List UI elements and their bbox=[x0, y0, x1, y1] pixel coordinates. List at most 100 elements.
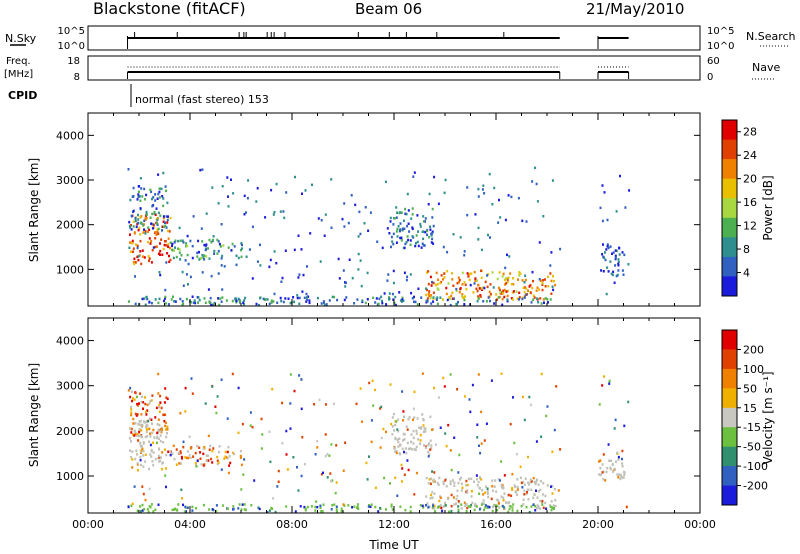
data-cell bbox=[402, 299, 405, 302]
data-cell bbox=[191, 505, 194, 509]
data-cell bbox=[132, 261, 135, 264]
data-cell bbox=[220, 468, 223, 471]
data-cell bbox=[410, 433, 413, 436]
data-cell bbox=[129, 198, 132, 202]
data-cell bbox=[353, 302, 356, 305]
data-cell bbox=[412, 429, 415, 433]
data-cell bbox=[158, 403, 161, 407]
data-cell bbox=[302, 273, 305, 277]
data-cell bbox=[482, 300, 485, 303]
data-cell bbox=[127, 300, 130, 303]
data-cell bbox=[602, 270, 605, 273]
data-cell bbox=[333, 503, 336, 506]
data-cell bbox=[162, 220, 165, 223]
data-cell bbox=[330, 480, 332, 483]
data-cell bbox=[296, 294, 299, 297]
data-cell bbox=[607, 270, 610, 273]
data-cell bbox=[431, 280, 434, 284]
data-cell bbox=[342, 269, 345, 272]
data-cell bbox=[410, 448, 413, 451]
data-cell bbox=[396, 494, 399, 497]
data-cell bbox=[166, 252, 169, 255]
data-cell bbox=[507, 501, 510, 505]
data-cell bbox=[165, 421, 167, 425]
data-cell bbox=[212, 235, 215, 238]
data-cell bbox=[157, 372, 160, 376]
data-cell bbox=[356, 503, 359, 506]
data-cell bbox=[539, 479, 542, 483]
data-cell bbox=[621, 251, 624, 254]
data-cell bbox=[482, 493, 485, 496]
data-cell bbox=[189, 239, 192, 243]
data-cell bbox=[481, 287, 484, 290]
data-cell bbox=[432, 478, 435, 482]
data-cell bbox=[253, 479, 256, 482]
data-cell bbox=[436, 481, 439, 485]
power-colorbar-swatches bbox=[722, 120, 737, 297]
data-cell bbox=[222, 244, 225, 247]
data-cell bbox=[413, 493, 416, 496]
data-cell bbox=[212, 447, 215, 450]
data-cell bbox=[347, 504, 350, 507]
data-cell bbox=[140, 449, 143, 452]
data-cell bbox=[306, 296, 308, 299]
data-cell bbox=[480, 442, 483, 445]
data-cell bbox=[329, 472, 332, 475]
data-cell bbox=[614, 249, 617, 252]
data-cell bbox=[496, 504, 499, 508]
data-cell bbox=[444, 432, 447, 435]
data-cell bbox=[179, 450, 182, 453]
data-cell bbox=[353, 505, 356, 508]
data-cell bbox=[464, 503, 467, 506]
data-cell bbox=[391, 240, 394, 243]
data-cell bbox=[484, 280, 487, 284]
data-cell bbox=[404, 508, 407, 512]
data-cell bbox=[144, 303, 147, 306]
data-cell bbox=[452, 284, 455, 287]
data-cell bbox=[470, 495, 473, 498]
data-cell bbox=[600, 269, 603, 272]
data-cell bbox=[502, 272, 505, 276]
data-cell bbox=[127, 168, 130, 171]
data-cell bbox=[144, 498, 147, 502]
data-cell bbox=[157, 418, 160, 421]
data-cell bbox=[511, 298, 514, 301]
data-cell bbox=[510, 195, 513, 199]
data-cell bbox=[148, 257, 151, 260]
data-cell bbox=[461, 271, 464, 275]
data-cell bbox=[552, 288, 555, 292]
data-cell bbox=[416, 214, 419, 217]
data-cell bbox=[439, 496, 442, 499]
data-cell bbox=[320, 219, 323, 222]
data-cell bbox=[180, 254, 183, 257]
data-cell bbox=[487, 495, 490, 499]
data-cell bbox=[536, 478, 539, 482]
data-cell bbox=[168, 260, 171, 264]
data-cell bbox=[343, 202, 346, 205]
data-cell bbox=[430, 241, 433, 244]
data-cell bbox=[296, 466, 298, 469]
data-cell bbox=[162, 441, 165, 444]
data-cell bbox=[621, 269, 624, 272]
data-cell bbox=[488, 290, 491, 294]
data-cell bbox=[460, 489, 463, 492]
data-cell bbox=[420, 296, 423, 299]
data-cell bbox=[481, 489, 484, 492]
data-cell bbox=[330, 508, 333, 511]
data-cell bbox=[403, 438, 406, 441]
data-cell bbox=[405, 240, 408, 244]
data-cell bbox=[468, 272, 471, 276]
data-cell bbox=[145, 210, 148, 214]
data-cell bbox=[395, 241, 398, 244]
data-cell bbox=[522, 286, 525, 290]
data-cell bbox=[180, 488, 183, 491]
data-cell bbox=[422, 430, 425, 433]
data-cell bbox=[473, 480, 475, 483]
colorbar-tick-label: 24 bbox=[743, 149, 757, 162]
freq-tick-bottom: 8 bbox=[74, 72, 80, 83]
data-cell bbox=[343, 298, 346, 302]
data-cell bbox=[398, 437, 401, 440]
data-cell bbox=[358, 210, 361, 214]
data-cell bbox=[395, 230, 398, 233]
